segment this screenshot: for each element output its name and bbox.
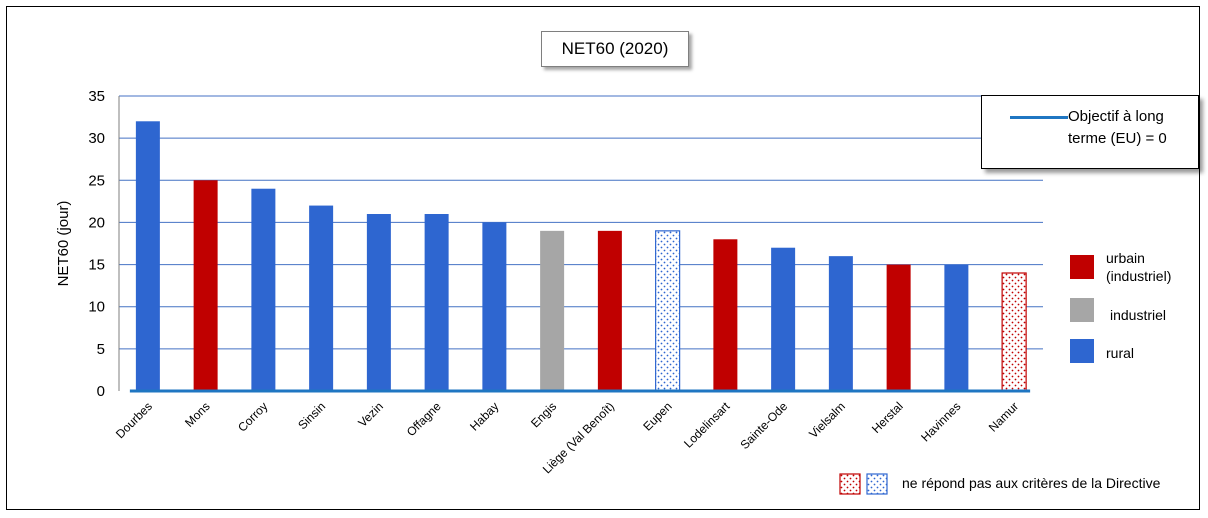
x-tick-label: Vezin <box>355 399 386 430</box>
legend-label-rural: rural <box>1106 345 1135 361</box>
x-tick-label: Offagne <box>404 399 444 439</box>
x-tick-label: Sainte-Ode <box>737 399 790 452</box>
footnote-swatch-rural-dotted <box>866 473 888 495</box>
chart-title: NET60 (2020) <box>541 31 689 67</box>
bar <box>424 214 449 391</box>
bar <box>540 230 565 391</box>
legend-label-industriel: industriel <box>1110 307 1167 323</box>
bar <box>944 264 969 391</box>
x-tick-label: Sinsin <box>295 399 328 432</box>
x-tick-label: Vielsalm <box>806 399 848 441</box>
y-tick-label: 30 <box>88 130 105 147</box>
y-tick-label: 0 <box>97 383 105 400</box>
bar <box>366 214 391 391</box>
x-tick-label: Eupen <box>640 399 674 433</box>
bar <box>482 222 507 391</box>
legend-swatch-rural <box>1070 339 1094 363</box>
legend-label-urbain: urbain (industriel) <box>1106 250 1172 284</box>
x-tick-label: Corroy <box>235 399 270 434</box>
y-tick-label: 20 <box>88 214 105 231</box>
y-tick-label: 25 <box>88 172 105 189</box>
bar <box>251 188 276 391</box>
x-tick-label: Lodelinsart <box>681 399 733 451</box>
bar <box>309 205 334 391</box>
bar <box>193 180 218 391</box>
y-tick-label: 35 <box>88 88 105 105</box>
y-tick-label: 5 <box>97 341 105 358</box>
y-tick-label: 10 <box>88 299 105 316</box>
chart-title-text: NET60 (2020) <box>561 39 669 58</box>
footnote-label: ne répond pas aux critères de la Directi… <box>902 475 1161 491</box>
bar <box>597 230 622 391</box>
x-tick-label: Mons <box>182 399 213 430</box>
x-tick-label: Namur <box>986 399 1021 434</box>
bar <box>886 264 911 391</box>
objective-line-swatch <box>1010 116 1068 119</box>
x-tick-label: Havinnes <box>918 399 963 444</box>
bar <box>713 239 738 391</box>
objective-legend: Objectif à long terme (EU) = 0 <box>981 95 1199 169</box>
bar <box>828 256 853 391</box>
x-tick-label: Dourbes <box>113 399 155 441</box>
y-axis-label: NET60 (jour) <box>55 201 72 287</box>
bar <box>655 230 681 392</box>
bar <box>135 121 160 392</box>
y-tick-label: 15 <box>88 257 105 274</box>
footnote-swatch-urbain-dotted <box>839 473 861 495</box>
legend-swatch-urbain <box>1070 255 1094 279</box>
x-tick-label: Habay <box>467 399 501 433</box>
objective-label: Objectif à long terme (EU) = 0 <box>1068 108 1167 147</box>
x-tick-label: Herstal <box>869 399 906 436</box>
bar <box>771 247 796 391</box>
legend-swatch-industriel <box>1070 298 1094 322</box>
bar <box>1001 272 1027 392</box>
x-tick-label: Engis <box>528 399 559 430</box>
